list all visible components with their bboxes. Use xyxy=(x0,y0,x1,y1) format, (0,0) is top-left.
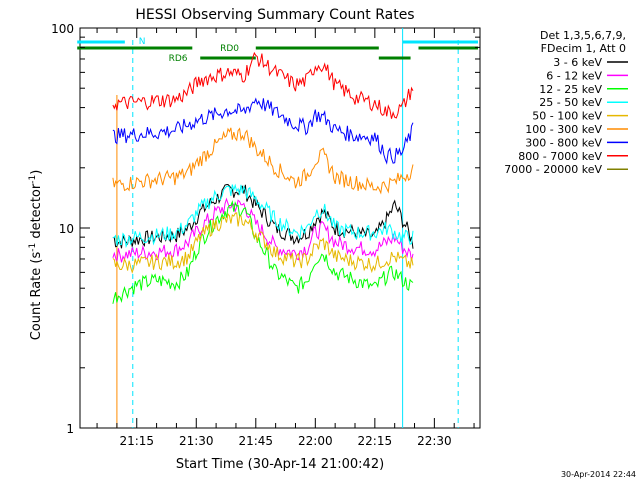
series-line-0 xyxy=(112,183,414,249)
y-axis-label-sup1: -1 xyxy=(28,243,38,252)
legend-entry-label: 7000 - 20000 keV xyxy=(504,163,602,176)
x-tick-label: 21:30 xyxy=(179,434,214,448)
rd0-flag-label: RD0 xyxy=(220,44,239,54)
series-line-7 xyxy=(112,51,414,119)
y-axis-label: Count Rate (s-1 detector-1) xyxy=(28,170,44,341)
y-axis-label-end: ) xyxy=(29,170,44,175)
x-tick-label: 22:15 xyxy=(358,434,393,448)
legend-entry-label: 25 - 50 keV xyxy=(539,96,602,109)
x-axis-label: Start Time (30-Apr-14 21:00:42) xyxy=(176,457,384,472)
x-tick-label: 21:15 xyxy=(119,434,154,448)
series-line-4 xyxy=(112,212,414,274)
y-axis-label-main: Count Rate (s xyxy=(29,252,44,341)
series-line-6 xyxy=(112,97,414,165)
x-tick-label: 21:45 xyxy=(238,434,273,448)
legend-header-line2: FDecim 1, Att 0 xyxy=(541,42,626,55)
legend-entry-label: 100 - 300 keV xyxy=(525,123,602,136)
series-line-2 xyxy=(112,199,414,304)
x-tick-label: 22:00 xyxy=(298,434,333,448)
legend-header-line1: Det 1,3,5,6,7,9, xyxy=(540,29,626,42)
tick-layer: 1 10 100 21:15 21:30 21:45 22:00 22:15 22:30 xyxy=(51,22,480,448)
legend-entry-label: 50 - 100 keV xyxy=(532,110,602,123)
legend-entry-label: 800 - 7000 keV xyxy=(518,150,602,163)
legend-entry-label: 6 - 12 keV xyxy=(546,69,602,82)
series-line-3 xyxy=(112,183,414,249)
y-tick-label: 10 xyxy=(59,222,74,236)
night-flag-label: N xyxy=(139,37,146,47)
series-layer xyxy=(112,51,414,304)
plot-frame xyxy=(79,27,481,429)
plot-border xyxy=(79,27,481,429)
series-line-1 xyxy=(112,197,414,264)
legend-entry-label: 300 - 800 keV xyxy=(525,136,602,149)
y-tick-label: 1 xyxy=(66,422,74,436)
y-axis-label-mid: detector xyxy=(29,183,44,243)
rd6-flag-label: RD6 xyxy=(169,54,188,64)
legend-entry-label: 3 - 6 keV xyxy=(553,56,602,69)
legend-entry-label: 12 - 25 keV xyxy=(539,83,602,96)
series-line-5 xyxy=(112,127,414,195)
y-axis-label-sup2: -1 xyxy=(28,175,38,184)
legend: Det 1,3,5,6,7,9, FDecim 1, Att 0 3 - 6 k… xyxy=(504,29,628,176)
x-tick-label: 22:30 xyxy=(417,434,452,448)
chart-title: HESSI Observing Summary Count Rates xyxy=(135,7,414,23)
y-tick-label: 100 xyxy=(51,22,74,36)
date-stamp: 30-Apr-2014 22:44 xyxy=(561,470,636,479)
